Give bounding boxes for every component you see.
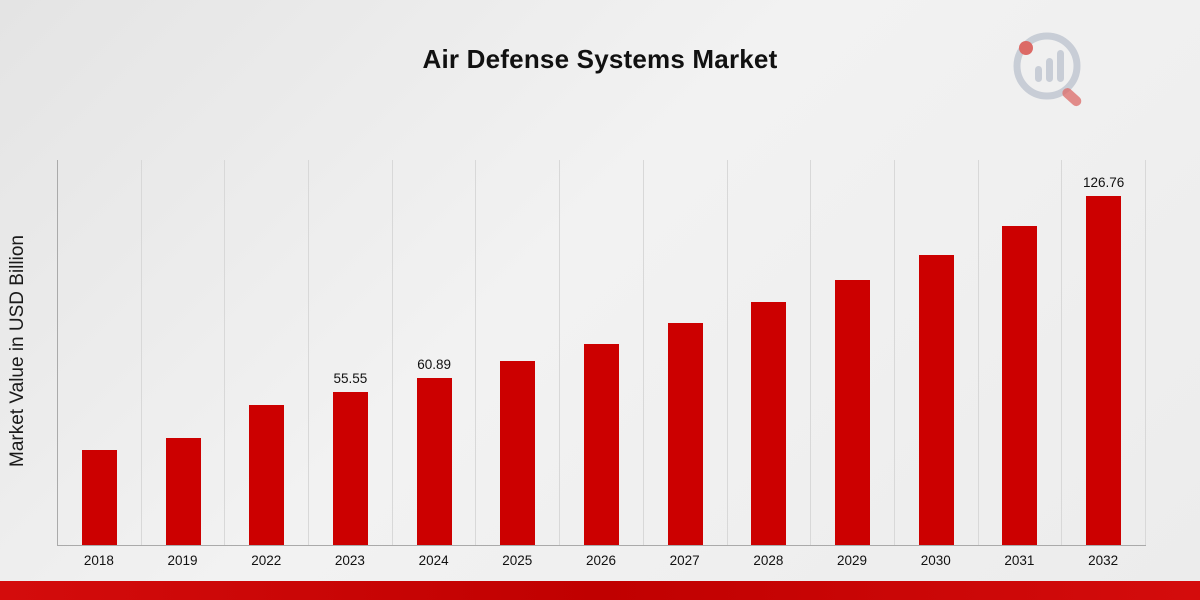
x-axis-tick-label: 2025 xyxy=(502,553,533,568)
bar xyxy=(416,378,452,545)
x-axis-tick-label: 2022 xyxy=(251,553,282,568)
bar xyxy=(583,344,619,545)
x-axis-tick-label: 2024 xyxy=(418,553,449,568)
market-research-logo-icon xyxy=(1013,32,1082,107)
bar xyxy=(667,323,703,545)
bar-cell xyxy=(644,160,728,545)
chart-title: Air Defense Systems Market xyxy=(422,44,778,74)
footer-accent-strip xyxy=(0,581,1200,600)
x-axis-tick-label: 2029 xyxy=(837,553,868,568)
x-axis-tick-label: 2031 xyxy=(1004,553,1035,568)
x-axis-tick-label: 2026 xyxy=(585,553,616,568)
x-axis-tick-label: 2023 xyxy=(334,553,365,568)
bar-cell xyxy=(560,160,644,545)
bar xyxy=(1002,226,1038,545)
bar-cell xyxy=(225,160,310,545)
x-axis-tick-label: 2028 xyxy=(753,553,784,568)
bar-cell xyxy=(142,160,226,545)
bar xyxy=(835,280,871,545)
x-axis-tick-label: 2027 xyxy=(669,553,700,568)
bar xyxy=(751,302,787,545)
bar xyxy=(332,392,368,545)
bar-value-label: 55.55 xyxy=(333,371,368,386)
x-axis-tick-label: 2019 xyxy=(167,553,198,568)
bar-value-label: 126.76 xyxy=(1082,175,1125,190)
bar xyxy=(1086,196,1122,545)
bar-cell xyxy=(728,160,812,545)
bar-cell: 55.55 xyxy=(309,160,393,545)
bar xyxy=(918,255,954,545)
x-axis-tick-label: 2032 xyxy=(1088,553,1119,568)
y-axis-label: Market Value in USD Billion xyxy=(7,235,28,467)
bar xyxy=(249,405,285,545)
x-axis-tick-label: 2030 xyxy=(920,553,951,568)
bar xyxy=(81,450,117,545)
bar-cell: 126.76 xyxy=(1062,160,1146,545)
bar xyxy=(165,438,201,545)
x-axis-labels: 2018 2019 2022 2023 2024 2025 2026 2027 2028 2029… xyxy=(57,553,1145,568)
bar-cell xyxy=(895,160,979,545)
bar-cell xyxy=(979,160,1063,545)
bar-cell: 60.89 xyxy=(393,160,477,545)
bar xyxy=(500,361,536,545)
x-axis-tick-label: 2018 xyxy=(83,553,114,568)
plot-area: 55.55 60.89 126.76 xyxy=(57,160,1146,546)
bar-value-label: 60.89 xyxy=(417,357,451,372)
bar-cell xyxy=(811,160,895,545)
bar-cell xyxy=(476,160,561,545)
bar-cell xyxy=(58,160,142,545)
